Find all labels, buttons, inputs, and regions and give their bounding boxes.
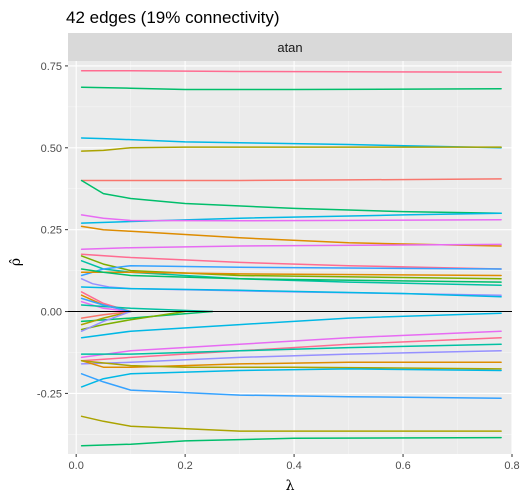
x-tick-label: 0.4 bbox=[286, 460, 301, 472]
series-line-26 bbox=[80, 310, 132, 326]
x-tick-label: 0.0 bbox=[69, 460, 84, 472]
series-line-8 bbox=[80, 214, 502, 222]
series-line-23 bbox=[80, 297, 132, 313]
series-line-13 bbox=[80, 255, 502, 280]
y-tick-label: 0.50 bbox=[41, 143, 62, 155]
x-axis-title: λ bbox=[286, 478, 295, 494]
series-line-22 bbox=[80, 304, 214, 313]
x-tick-label: 0.2 bbox=[177, 460, 192, 472]
series-line-32 bbox=[80, 343, 502, 355]
series-line-28 bbox=[80, 310, 132, 332]
series-line-39 bbox=[80, 436, 502, 447]
series-line-30 bbox=[80, 330, 502, 359]
series-line-9 bbox=[80, 225, 502, 247]
series-line-4 bbox=[80, 146, 502, 152]
series-line-16 bbox=[80, 268, 502, 283]
series-line-18 bbox=[80, 286, 502, 298]
y-axis: -0.25 0.00 0.25 0.50 0.75 bbox=[37, 61, 68, 400]
x-axis: 0.0 0.2 0.4 0.6 0.8 bbox=[69, 454, 520, 472]
series-line-1 bbox=[80, 70, 502, 73]
x-tick-label: 0.6 bbox=[395, 460, 410, 472]
series-line-29 bbox=[80, 312, 502, 339]
series-line-7 bbox=[80, 212, 502, 224]
series-line-3 bbox=[80, 137, 502, 149]
series-line-27 bbox=[80, 310, 132, 319]
series-line-10 bbox=[80, 243, 502, 251]
series-line-37 bbox=[80, 373, 502, 400]
series-layer bbox=[80, 70, 502, 447]
series-line-12 bbox=[80, 260, 502, 287]
series-line-6 bbox=[80, 179, 502, 215]
series-line-21 bbox=[80, 300, 132, 313]
series-line-34 bbox=[80, 359, 502, 368]
series-line-11 bbox=[80, 253, 502, 270]
minor-gridlines bbox=[68, 61, 512, 454]
facet-strip-label: atan bbox=[277, 40, 302, 55]
series-line-33 bbox=[80, 350, 502, 365]
chart-title: 42 edges (19% connectivity) bbox=[66, 8, 280, 27]
y-tick-label: 0.25 bbox=[41, 225, 62, 237]
y-axis-title: ρ̂ bbox=[8, 258, 24, 266]
series-line-38 bbox=[80, 415, 502, 432]
series-line-5 bbox=[80, 178, 502, 182]
y-tick-label: 0.00 bbox=[41, 307, 62, 319]
y-tick-label: 0.75 bbox=[41, 61, 62, 73]
y-tick-label: -0.25 bbox=[37, 388, 62, 400]
series-line-2 bbox=[80, 86, 502, 91]
series-line-35 bbox=[80, 359, 502, 370]
x-tick-label: 0.8 bbox=[504, 460, 519, 472]
facet-strip bbox=[68, 33, 512, 61]
